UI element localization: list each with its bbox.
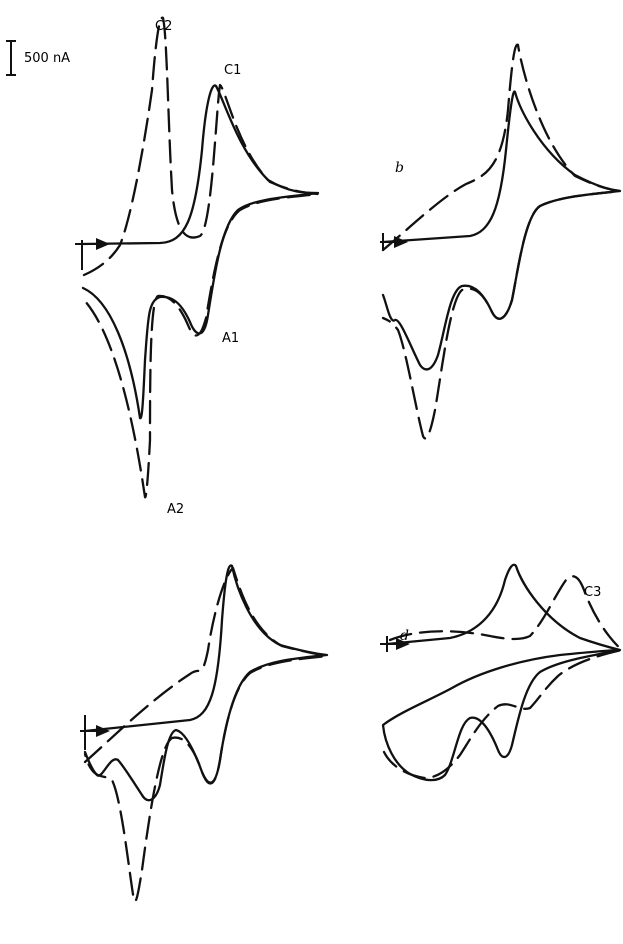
panel-a: C2 C1 A1 A2 [75, 16, 320, 517]
scale-bar: 500 nA [6, 40, 70, 76]
panel-label-b: b [395, 160, 404, 176]
panel-d-solid-curve [381, 563, 622, 782]
panel-c-dashed-curve [83, 566, 329, 903]
panel-d-dashed-curve [382, 575, 623, 780]
peak-label-c2: C2 [155, 19, 172, 34]
panel-b: b [380, 43, 622, 440]
panel-c [80, 564, 329, 903]
panel-d: C3 d [380, 563, 623, 782]
panel-c-arrow-icon [96, 725, 110, 737]
panel-d-arrow-icon [396, 638, 410, 650]
panel-c-solid-curve [83, 564, 329, 802]
panel-a-dashed-curve [82, 16, 320, 499]
peak-label-c3: C3 [584, 585, 601, 600]
peak-label-c1: C1 [224, 63, 241, 78]
peak-label-a2: A2 [167, 502, 184, 517]
scale-bar-label: 500 nA [24, 51, 70, 66]
panel-b-solid-curve [381, 90, 622, 371]
peak-label-a1: A1 [222, 331, 239, 346]
panel-b-dashed-curve [381, 43, 622, 440]
panel-label-d: d [400, 628, 409, 644]
